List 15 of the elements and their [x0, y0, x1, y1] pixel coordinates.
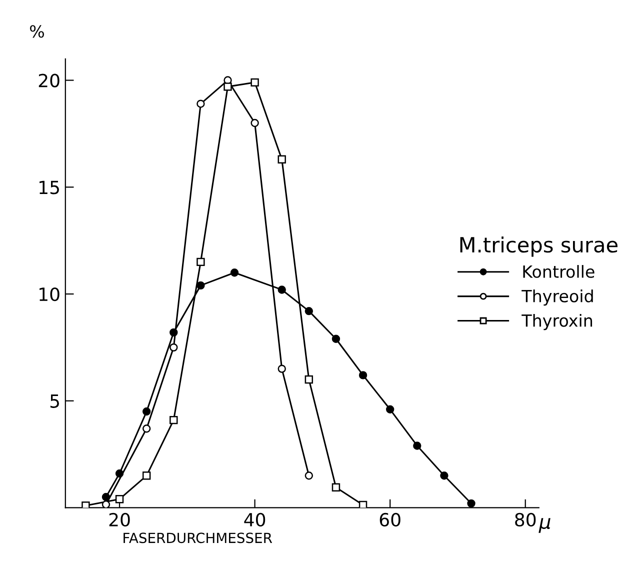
- y-tick-label: 20: [38, 74, 60, 88]
- text: µ: [538, 518, 550, 533]
- legend-label: Thyreoid: [522, 289, 593, 306]
- x-tick-label: 20: [109, 512, 130, 527]
- y-tick-label: 5: [50, 394, 59, 408]
- x-axis-title: FASERDURCHMESSER: [124, 532, 272, 544]
- y-tick-label: 15: [40, 180, 59, 194]
- x-tick-label: 60: [380, 512, 400, 527]
- legend-label: Kontrolle: [523, 265, 594, 278]
- y-tick-label: 10: [40, 287, 60, 302]
- legend-label: Thyroxin: [522, 314, 592, 330]
- x-tick-label: 40: [244, 512, 266, 527]
- y-axis-title: %: [30, 25, 44, 38]
- x-tick-label: 80: [515, 512, 536, 527]
- legend-title: M.triceps surae: [460, 236, 618, 257]
